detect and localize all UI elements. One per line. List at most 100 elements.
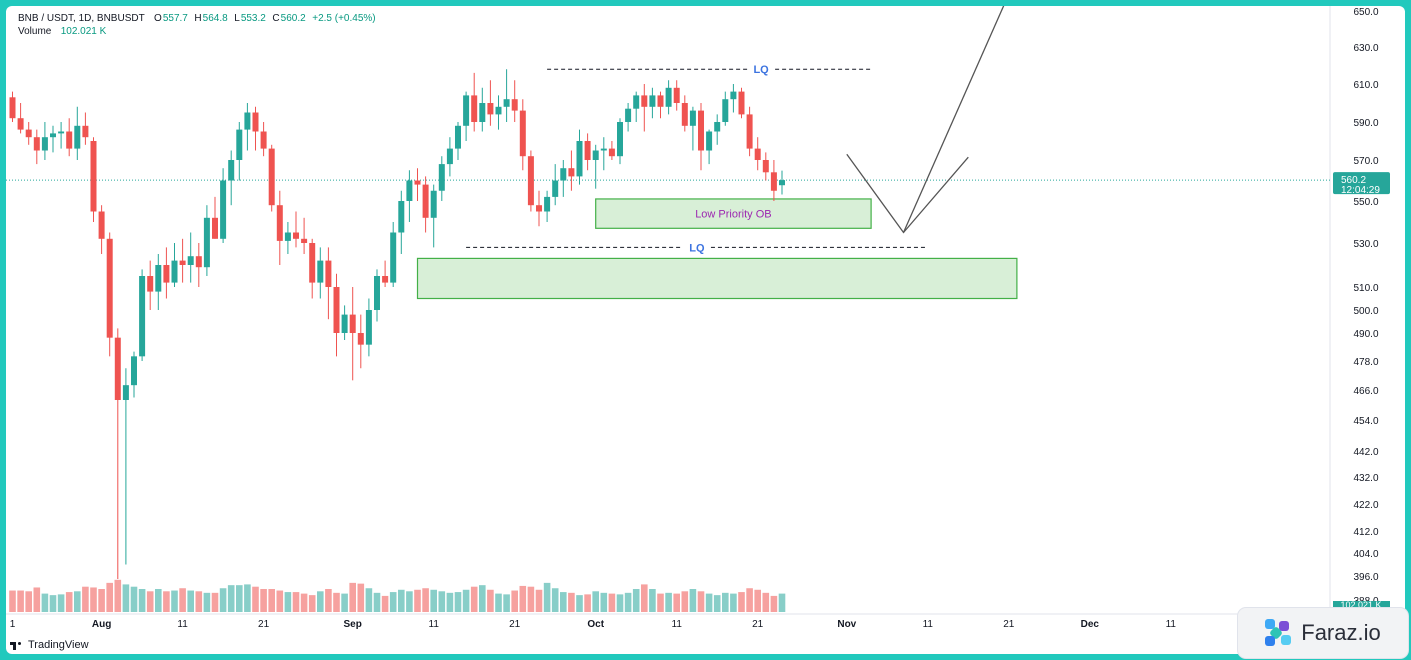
candle-body[interactable] xyxy=(301,238,308,243)
candle-body[interactable] xyxy=(714,122,721,132)
candle-body[interactable] xyxy=(276,205,283,241)
candle-body[interactable] xyxy=(41,137,48,151)
candle-body[interactable] xyxy=(503,99,510,107)
candle-body[interactable] xyxy=(341,314,348,333)
candle-body[interactable] xyxy=(779,180,785,186)
candle-body[interactable] xyxy=(770,172,777,191)
candle-body[interactable] xyxy=(754,148,761,160)
candle-body[interactable] xyxy=(333,287,340,333)
candle-body[interactable] xyxy=(511,99,518,111)
candle-body[interactable] xyxy=(438,164,445,191)
candle-body[interactable] xyxy=(519,110,526,157)
candle-body[interactable] xyxy=(9,97,16,119)
candle-body[interactable] xyxy=(665,87,672,107)
candle-body[interactable] xyxy=(187,256,194,265)
candle-body[interactable] xyxy=(252,112,259,132)
legend-symbol[interactable]: BNB / USDT, 1D, BNBUSDT xyxy=(18,13,145,24)
candle-body[interactable] xyxy=(260,131,267,149)
candle-body[interactable] xyxy=(139,276,146,357)
candle-body[interactable] xyxy=(365,310,372,345)
candle-body[interactable] xyxy=(66,131,73,149)
order-block-zone[interactable] xyxy=(595,198,872,229)
candle-body[interactable] xyxy=(746,114,753,149)
candle-body[interactable] xyxy=(689,110,696,126)
candle-body[interactable] xyxy=(374,276,380,310)
candle-body[interactable] xyxy=(106,238,113,338)
candle-body[interactable] xyxy=(414,180,421,185)
tradingview-logo[interactable]: TradingView xyxy=(10,639,89,651)
candle-body[interactable] xyxy=(706,131,713,151)
candle-body[interactable] xyxy=(552,180,559,197)
candle-body[interactable] xyxy=(762,160,769,173)
candle-body[interactable] xyxy=(495,106,502,115)
candle-body[interactable] xyxy=(147,276,154,292)
candle-body[interactable] xyxy=(657,95,664,107)
candle-body[interactable] xyxy=(592,150,599,161)
candle-body[interactable] xyxy=(171,260,178,283)
candle-body[interactable] xyxy=(203,217,210,268)
candle-body[interactable] xyxy=(98,211,105,239)
candle-body[interactable] xyxy=(268,148,275,206)
candle-body[interactable] xyxy=(33,137,40,151)
candle-body[interactable] xyxy=(74,125,81,149)
candle-body[interactable] xyxy=(527,156,534,206)
candle-body[interactable] xyxy=(536,205,542,212)
candle-body[interactable] xyxy=(90,141,97,212)
candle-body[interactable] xyxy=(390,232,397,283)
candle-body[interactable] xyxy=(633,95,640,109)
candle-body[interactable] xyxy=(179,260,186,265)
candle-body[interactable] xyxy=(479,103,486,122)
candle-body[interactable] xyxy=(406,180,413,202)
candle-body[interactable] xyxy=(163,265,170,283)
price-chart[interactable]: Low Priority OB LQ LQ 650.0 630.0 610.0 590.0 5… xyxy=(6,6,1405,654)
candle-body[interactable] xyxy=(698,110,704,151)
candle-body[interactable] xyxy=(236,129,243,160)
candle-body[interactable] xyxy=(309,243,316,283)
candle-body[interactable] xyxy=(17,118,24,130)
candle-body[interactable] xyxy=(625,108,632,122)
candle-body[interactable] xyxy=(357,333,364,345)
candle-body[interactable] xyxy=(722,99,729,122)
candle-body[interactable] xyxy=(463,95,470,126)
legend-volume-label[interactable]: Volume xyxy=(18,26,52,37)
candle-body[interactable] xyxy=(544,196,551,212)
candle-body[interactable] xyxy=(730,91,737,100)
candle-body[interactable] xyxy=(446,148,453,165)
candle-body[interactable] xyxy=(568,168,575,177)
candle-body[interactable] xyxy=(398,201,405,233)
candle-body[interactable] xyxy=(641,95,648,107)
candle-body[interactable] xyxy=(349,314,356,333)
candle-body[interactable] xyxy=(608,148,615,157)
candle-body[interactable] xyxy=(244,112,251,130)
candle-body[interactable] xyxy=(155,265,162,292)
candle-body[interactable] xyxy=(114,337,121,400)
candle-body[interactable] xyxy=(422,184,429,218)
candle-body[interactable] xyxy=(325,260,332,287)
candle-body[interactable] xyxy=(681,103,688,126)
projection-arrow-line[interactable] xyxy=(902,6,1017,233)
candle-body[interactable] xyxy=(293,232,299,239)
candle-body[interactable] xyxy=(487,103,494,115)
candle-body[interactable] xyxy=(50,133,56,138)
candle-body[interactable] xyxy=(649,95,656,107)
candle-body[interactable] xyxy=(600,148,607,151)
candle-body[interactable] xyxy=(430,190,437,218)
candle-body[interactable] xyxy=(25,129,32,138)
candle-body[interactable] xyxy=(560,168,567,181)
candle-body[interactable] xyxy=(82,125,89,138)
candle-body[interactable] xyxy=(131,356,137,386)
candle-body[interactable] xyxy=(382,276,389,283)
candle-body[interactable] xyxy=(220,180,227,239)
order-block-zone[interactable] xyxy=(416,257,1018,300)
candle-body[interactable] xyxy=(576,141,583,177)
candle-body[interactable] xyxy=(455,125,461,149)
candle-body[interactable] xyxy=(673,87,680,103)
candle-body[interactable] xyxy=(195,256,202,268)
candle-body[interactable] xyxy=(58,131,65,134)
candle-body[interactable] xyxy=(212,217,218,239)
candle-body[interactable] xyxy=(122,385,129,400)
candle-body[interactable] xyxy=(284,232,291,241)
candle-body[interactable] xyxy=(584,141,591,160)
candle-body[interactable] xyxy=(738,91,745,115)
candle-body[interactable] xyxy=(617,122,623,157)
